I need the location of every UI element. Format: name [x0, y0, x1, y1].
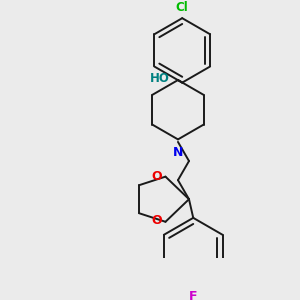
Text: N: N	[173, 146, 183, 159]
Text: O: O	[152, 170, 162, 183]
Text: O: O	[152, 214, 162, 226]
Text: HO: HO	[150, 72, 169, 85]
Text: F: F	[189, 290, 197, 300]
Text: Cl: Cl	[176, 1, 189, 14]
